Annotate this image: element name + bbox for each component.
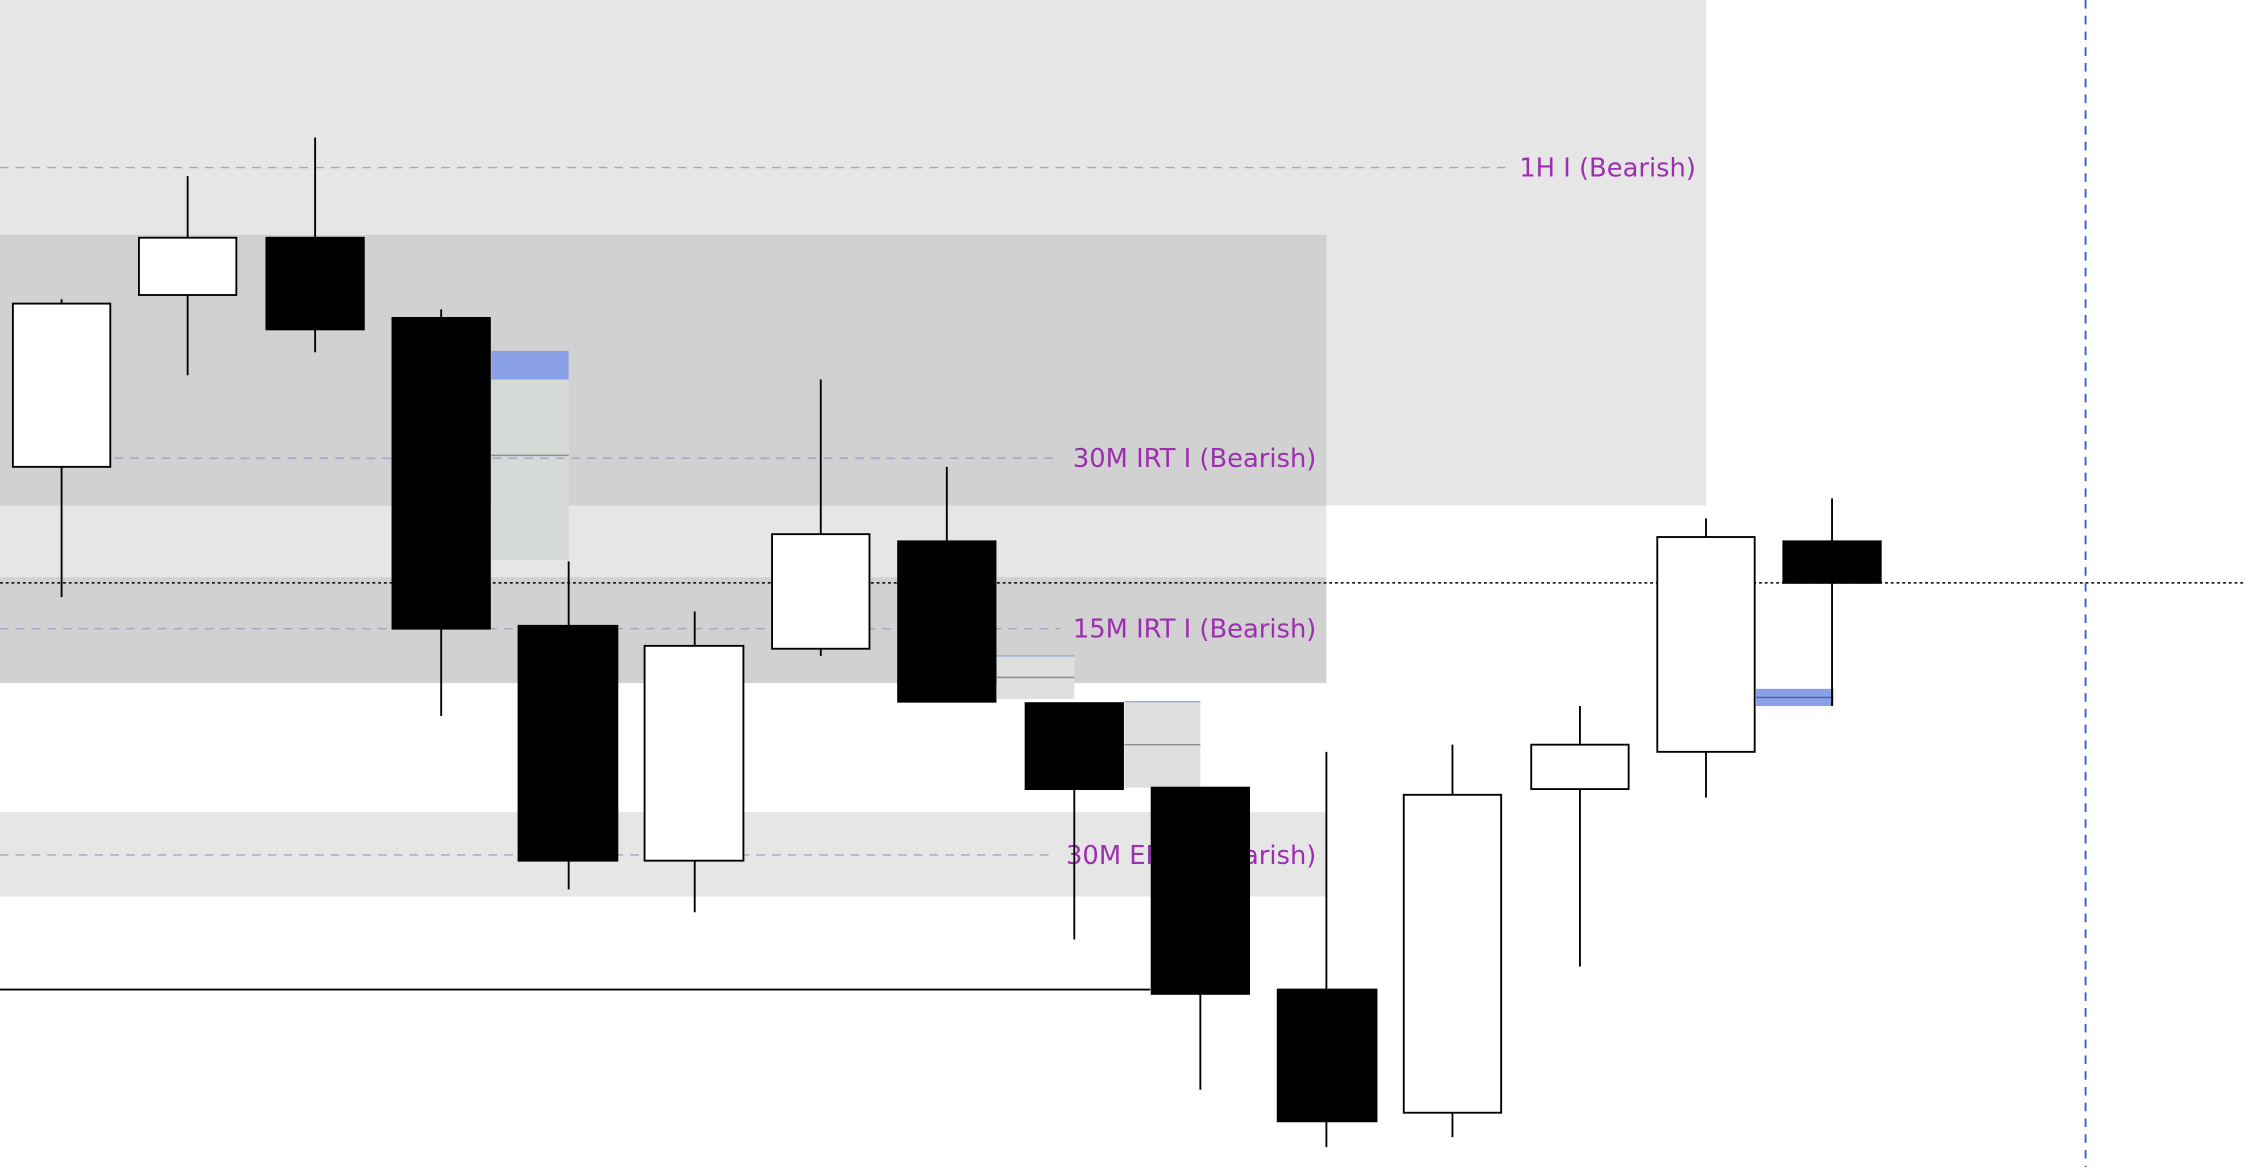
candle-body — [265, 236, 365, 331]
candle-body — [771, 533, 871, 650]
candle-body — [1276, 988, 1378, 1123]
candle-body — [1782, 540, 1882, 584]
candle-body — [517, 624, 619, 862]
candle-body — [1530, 743, 1630, 791]
imbalance — [491, 379, 569, 560]
candle-body — [1656, 536, 1756, 753]
candle-body — [11, 302, 112, 468]
candle-body — [138, 236, 238, 296]
zone — [0, 505, 1327, 578]
imbalance — [491, 350, 569, 380]
level-label: 1H I (Bearish) — [1519, 153, 1696, 183]
candle-body — [1150, 786, 1250, 995]
candles — [11, 137, 1882, 1148]
candle-body — [643, 644, 745, 862]
candle-body — [1402, 793, 1503, 1114]
level-label: 30M IRT I (Bearish) — [1073, 444, 1317, 474]
candle-body — [391, 316, 491, 630]
level-label: 15M IRT I (Bearish) — [1073, 615, 1317, 645]
candle-body — [1024, 702, 1124, 791]
candle-body — [897, 540, 997, 703]
